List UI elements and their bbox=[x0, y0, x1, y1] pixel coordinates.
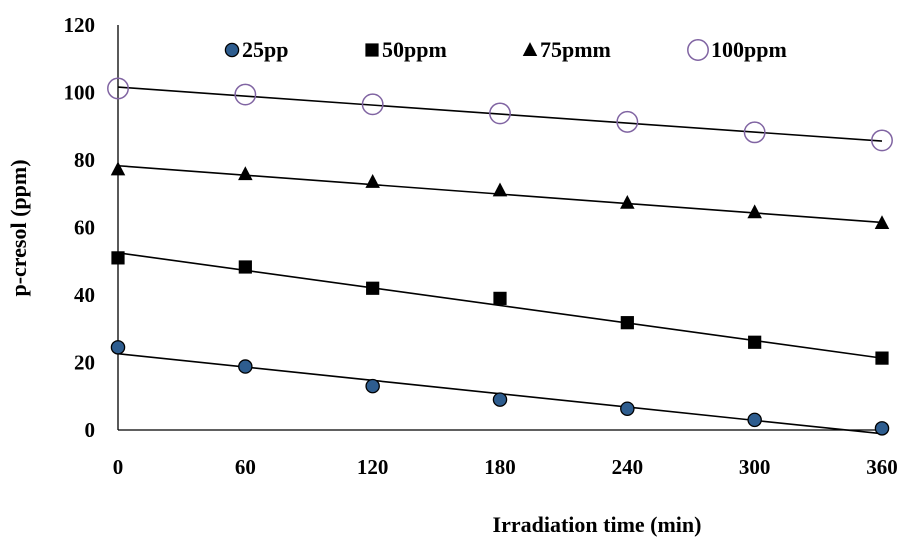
y-tick-label: 40 bbox=[74, 283, 95, 307]
x-tick-label: 360 bbox=[866, 455, 898, 479]
data-point bbox=[875, 351, 889, 365]
data-point bbox=[871, 129, 893, 152]
y-tick-label: 80 bbox=[74, 148, 95, 172]
data-point bbox=[616, 110, 639, 133]
data-point bbox=[238, 260, 252, 274]
x-tick-label: 120 bbox=[357, 455, 389, 479]
y-tick-label: 60 bbox=[74, 216, 95, 240]
data-point bbox=[238, 166, 253, 181]
y-tick-label: 0 bbox=[85, 418, 96, 442]
data-points bbox=[107, 77, 893, 436]
x-tick-labels: 0 60 120 180 240 300 360 bbox=[113, 455, 898, 479]
data-point bbox=[493, 291, 507, 305]
y-tick-label: 20 bbox=[74, 351, 95, 375]
trendline-1 bbox=[117, 252, 883, 359]
data-point bbox=[107, 77, 129, 100]
data-point bbox=[747, 412, 762, 428]
data-point bbox=[110, 161, 126, 176]
legend-label: 25pp bbox=[242, 37, 288, 62]
data-point bbox=[620, 194, 635, 209]
data-point bbox=[874, 215, 890, 230]
data-point bbox=[238, 359, 253, 374]
legend-marker bbox=[522, 42, 538, 56]
x-tick-label: 180 bbox=[484, 455, 516, 479]
trendlines bbox=[117, 86, 883, 435]
data-point bbox=[366, 281, 380, 295]
y-tick-labels: 0 20 40 60 80 100 120 bbox=[64, 13, 96, 442]
data-point bbox=[111, 251, 125, 265]
legend-marker bbox=[224, 42, 240, 58]
legend-label: 75pmm bbox=[540, 37, 611, 62]
x-tick-label: 60 bbox=[235, 455, 256, 479]
y-axis-title: p-cresol (ppm) bbox=[6, 159, 31, 296]
data-point bbox=[492, 392, 508, 407]
legend: 25pp 50ppm 75pmm 100ppm bbox=[224, 37, 787, 62]
data-point bbox=[365, 378, 380, 394]
data-point bbox=[620, 401, 635, 416]
x-tick-label: 0 bbox=[113, 455, 124, 479]
data-point bbox=[492, 182, 508, 197]
x-tick-label: 240 bbox=[612, 455, 644, 479]
x-axis-title: Irradiation time (min) bbox=[493, 512, 702, 537]
x-tick-label: 300 bbox=[739, 455, 771, 479]
data-point bbox=[234, 83, 257, 106]
data-point bbox=[743, 121, 766, 144]
data-point bbox=[747, 204, 762, 219]
data-point bbox=[620, 316, 634, 330]
legend-label: 50ppm bbox=[382, 37, 447, 62]
legend-marker bbox=[365, 43, 379, 57]
data-point bbox=[365, 174, 380, 188]
legend-marker bbox=[687, 39, 709, 61]
data-point bbox=[874, 421, 890, 436]
data-point bbox=[110, 340, 126, 355]
y-tick-label: 100 bbox=[64, 81, 96, 105]
trendline-3 bbox=[117, 86, 883, 142]
y-tick-label: 120 bbox=[64, 13, 96, 37]
legend-label: 100ppm bbox=[711, 37, 787, 62]
data-point bbox=[361, 93, 384, 116]
data-point bbox=[489, 102, 511, 125]
axes bbox=[117, 25, 882, 431]
data-point bbox=[748, 335, 762, 349]
